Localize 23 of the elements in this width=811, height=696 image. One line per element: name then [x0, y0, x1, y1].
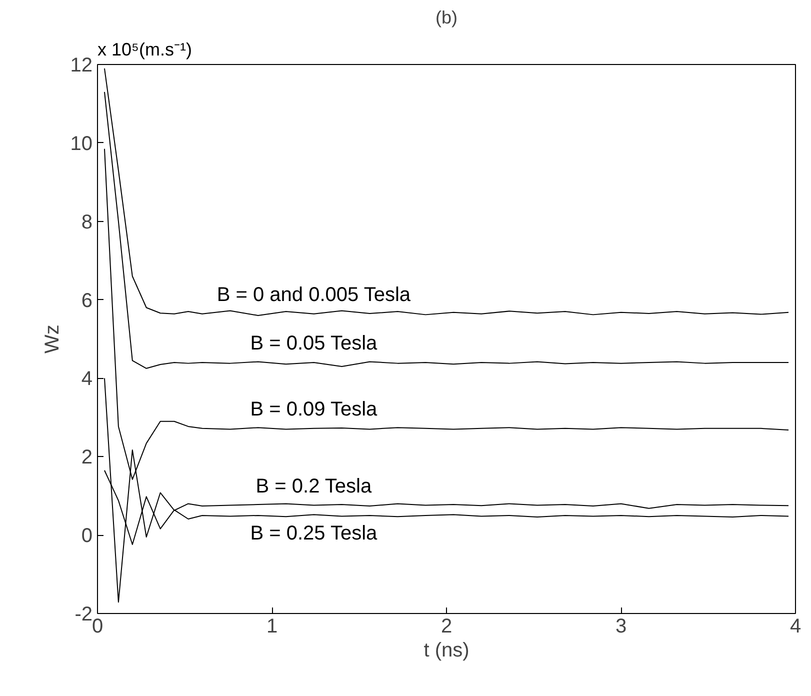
line-series: [104, 91, 790, 369]
y-axis-title: Wz: [41, 324, 64, 354]
x-tick-label: 1: [266, 616, 278, 638]
y-tick-label: 0: [81, 525, 92, 548]
x-tick-label: 4: [790, 616, 802, 638]
series-label: B = 0.2 Tesla: [256, 475, 372, 498]
series-label: B = 0 and 0.005 Tesla: [216, 284, 412, 306]
y-tick-label: 12: [70, 54, 93, 76]
y-tick-label: 6: [81, 290, 92, 312]
y-tick-label: 8: [81, 211, 92, 234]
x-axis-title: t (ns): [424, 640, 470, 662]
x-tick-label: 2: [440, 616, 452, 638]
y-tick-label: -2: [74, 604, 93, 626]
series-label: B = 0.05 Tesla: [250, 332, 378, 355]
series-label: B = 0.09 Tesla: [250, 398, 378, 420]
y-tick-label: 4: [81, 368, 92, 390]
chart-title: (b): [436, 8, 458, 28]
series-label: B = 0.25 Tesla: [250, 522, 378, 545]
y-tick-label: 2: [81, 446, 92, 469]
x-tick-label: 3: [615, 616, 627, 638]
y-tick-label: 10: [70, 132, 93, 155]
text: x 10⁵(m.s⁻¹): [98, 40, 192, 60]
line-series: [104, 68, 790, 316]
